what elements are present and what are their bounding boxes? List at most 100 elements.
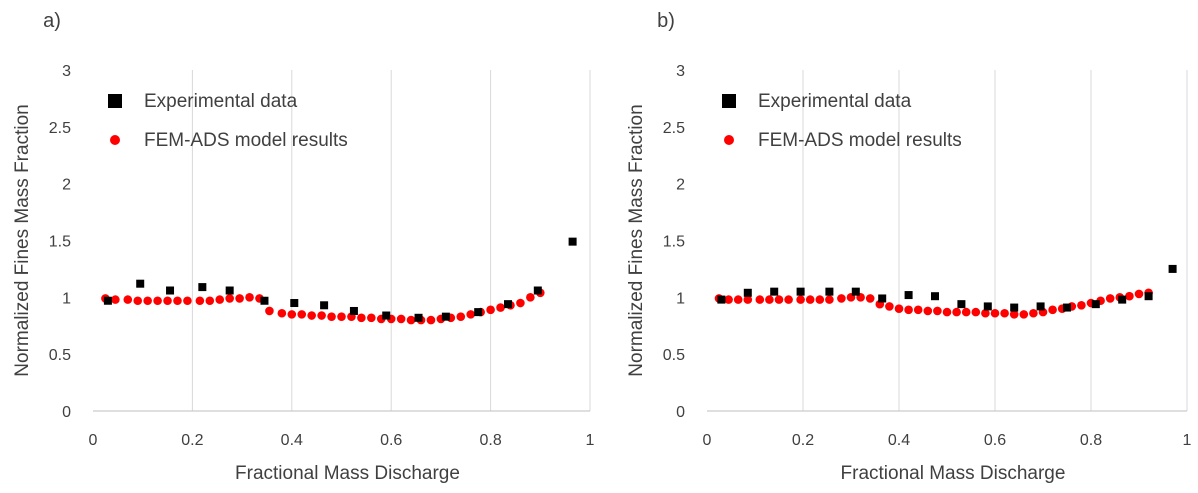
x-tick-label: 0.6 <box>984 432 1006 449</box>
experimental-data-point <box>474 308 483 317</box>
y-tick-label: 2 <box>676 177 685 194</box>
model-result-point <box>952 307 961 317</box>
experimental-data-point <box>1063 303 1071 312</box>
model-result-point <box>971 307 981 317</box>
model-result-point <box>885 302 894 311</box>
model-result-point <box>865 294 875 303</box>
legend-marker-experimental <box>722 94 736 108</box>
panel-label: b) <box>657 10 675 32</box>
experimental-data-point <box>382 311 391 320</box>
experimental-data-point <box>166 286 175 295</box>
model-result-point <box>1009 310 1019 319</box>
model-result-point <box>743 295 753 304</box>
x-tick-label: 0 <box>703 432 712 449</box>
legend-marker-experimental <box>108 94 122 108</box>
chart-panel-a: 0 0.2 0.4 0.6 0.8 1 0 0.5 1 1.5 2 2.5 3 a) Fractional … <box>12 10 595 484</box>
model-result-point <box>111 295 120 304</box>
model-result-point <box>205 296 215 306</box>
model-result-point <box>426 315 436 325</box>
model-result-point <box>225 294 234 303</box>
model-result-point <box>825 295 834 304</box>
model-result-point <box>755 295 765 304</box>
model-result-point <box>327 312 336 321</box>
experimental-data-point <box>1036 302 1045 311</box>
model-result-point <box>287 310 297 319</box>
model-result-point <box>1029 308 1038 318</box>
model-result-point <box>933 306 942 316</box>
y-tick-label: 1.5 <box>49 234 71 251</box>
model-result-point <box>724 295 733 304</box>
model-result-point <box>981 308 990 318</box>
model-result-point <box>173 296 182 306</box>
experimental-data-point <box>198 283 207 292</box>
x-tick-label: 0.2 <box>181 432 203 449</box>
x-axis-title: Fractional Mass Discharge <box>235 463 460 484</box>
x-tick-label: 0.4 <box>888 432 910 449</box>
experimental-data-point <box>743 288 752 297</box>
experimental-data-point <box>441 312 450 321</box>
model-result-point <box>466 310 476 319</box>
experimental-data-point <box>796 287 805 296</box>
x-axis-title: Fractional Mass Discharge <box>841 463 1066 484</box>
y-tick-label: 2 <box>62 177 71 194</box>
experimental-data-point <box>1168 264 1177 273</box>
model-result-point <box>297 310 307 319</box>
experimental-data-point <box>1091 300 1100 309</box>
model-result-point <box>516 298 525 308</box>
x-tick-label: 0.4 <box>281 432 303 449</box>
y-tick-label: 0 <box>62 404 71 421</box>
experimental-data-point <box>320 301 329 310</box>
model-result-point <box>894 304 904 314</box>
model-result-point <box>277 308 287 318</box>
model-result-point <box>195 296 205 306</box>
model-result-point <box>733 295 743 304</box>
model-result-point <box>796 295 805 304</box>
y-tick-label: 1 <box>676 290 685 307</box>
model-result-point <box>456 312 466 321</box>
model-result-point <box>990 308 1000 318</box>
legend-marker-model <box>724 135 734 145</box>
legend-marker-model <box>110 135 120 145</box>
model-result-point <box>784 295 793 304</box>
y-tick-label: 3 <box>62 63 71 80</box>
model-result-point <box>337 312 346 321</box>
experimental-data-point <box>1144 292 1153 301</box>
model-result-point <box>1077 300 1086 310</box>
experimental-data-point <box>1118 295 1127 304</box>
legend-label: Experimental data <box>758 91 912 112</box>
legend-label: FEM-ADS model results <box>144 130 348 151</box>
experimental-data-point <box>717 295 726 304</box>
model-result-point <box>961 307 971 317</box>
model-result-point <box>357 313 366 323</box>
model-result-point <box>913 305 923 315</box>
model-result-point <box>486 305 495 315</box>
experimental-data-point <box>503 300 512 309</box>
experimental-data-point <box>103 296 112 305</box>
legend-label: Experimental data <box>144 91 298 112</box>
experimental-data-point <box>770 287 779 296</box>
experimental-data-point <box>568 237 577 246</box>
experimental-data-point <box>260 296 269 305</box>
model-result-point <box>215 295 225 304</box>
model-result-point <box>133 296 143 306</box>
experimental-data-point <box>957 300 966 309</box>
y-tick-label: 2.5 <box>49 120 71 137</box>
model-result-point <box>526 293 535 302</box>
x-tick-label: 0.6 <box>380 432 402 449</box>
x-tick-label: 0.8 <box>1080 432 1102 449</box>
legend-label: FEM-ADS model results <box>758 130 962 151</box>
model-result-point <box>245 293 254 302</box>
experimental-data-point <box>931 292 939 301</box>
model-result-point <box>396 314 406 324</box>
experimental-data-point <box>878 294 887 303</box>
experimental-data-point <box>851 287 860 296</box>
model-result-point <box>496 303 505 312</box>
model-result-point <box>183 296 192 306</box>
model-result-point <box>904 305 913 315</box>
experimental-data-point <box>1010 303 1019 312</box>
model-result-point <box>153 296 162 306</box>
model-result-point <box>1048 305 1057 315</box>
model-result-point <box>837 294 846 303</box>
experimental-data-point <box>225 286 234 295</box>
chart-panel-b: 0 0.2 0.4 0.6 0.8 1 0 0.5 1 1.5 2 2.5 3 b) Fractional … <box>626 10 1192 484</box>
